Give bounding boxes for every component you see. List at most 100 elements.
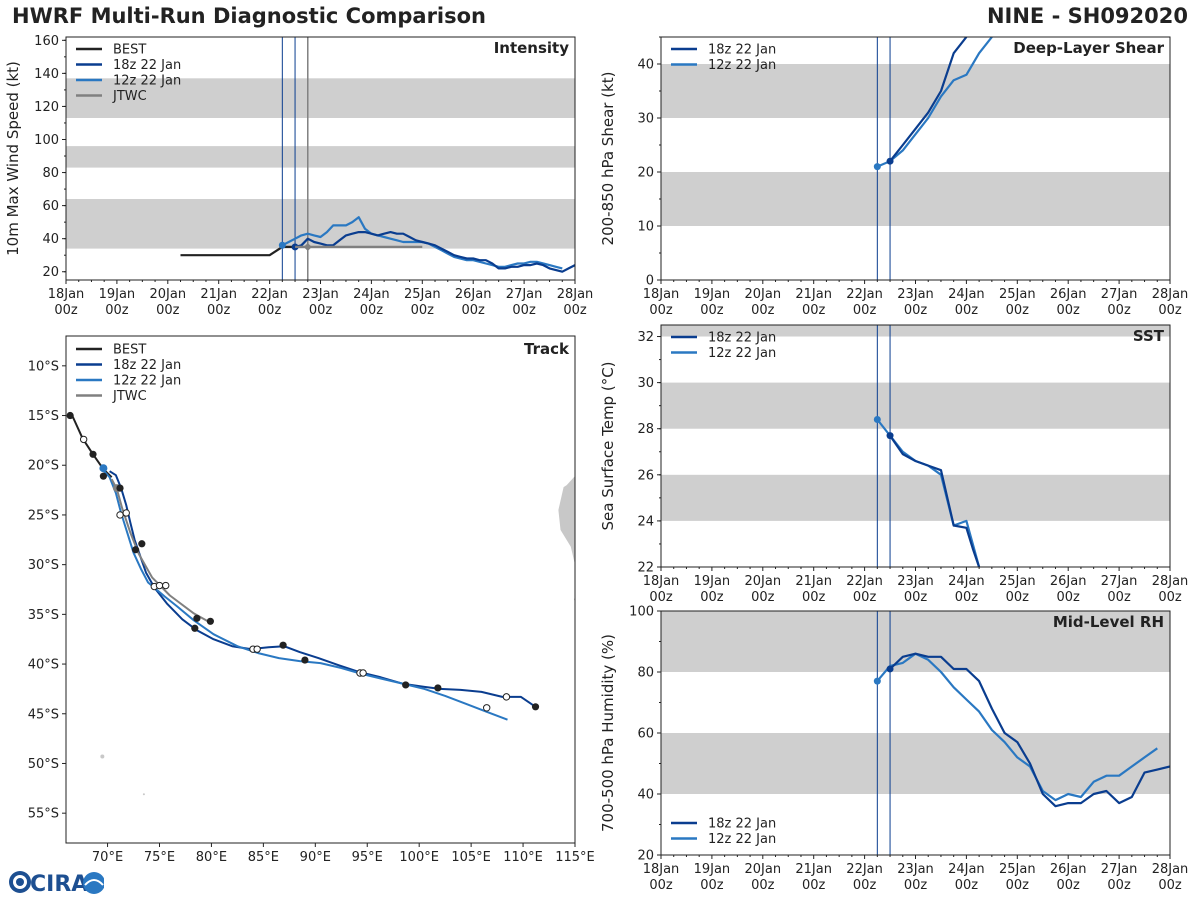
legend-label: 18z 22 Jan (708, 43, 776, 58)
x-tick-label-date: 26Jan (1050, 862, 1087, 877)
x-tick-label-hour: 00z (904, 590, 928, 605)
init-marker-run12 (873, 677, 881, 685)
x-tick-label-date: 26Jan (1050, 287, 1087, 302)
x-tick-label-date: 23Jan (302, 287, 339, 302)
legend-label: 18z 22 Jan (113, 358, 181, 373)
track-init-marker-run12 (99, 464, 108, 473)
x-tick-label-date: 20Jan (745, 574, 782, 589)
jtwc-marker (303, 242, 312, 251)
legend-label: JTWC (112, 89, 147, 104)
y-tick-label: 20 (637, 166, 654, 181)
x-tick-label-date: 26Jan (1050, 574, 1087, 589)
panel-rh: 2040608010018Jan00z19Jan00z20Jan00z21Jan… (599, 605, 1188, 894)
x-tick-label-hour: 00z (853, 878, 877, 893)
series-line-run18 (294, 231, 575, 273)
storm-id: NINE - SH092020 (986, 4, 1188, 28)
shaded-band (661, 325, 1170, 337)
x-tick-label-hour: 00z (1057, 878, 1081, 893)
x-tick-label-hour: 00z (156, 303, 180, 318)
track-marker-filled (66, 411, 74, 420)
y-tick-label: 60 (637, 727, 654, 742)
legend-label: BEST (113, 343, 146, 358)
y-tick-label: 50°S (28, 757, 59, 772)
panel-sst: 22242628303218Jan00z19Jan00z20Jan00z21Ja… (599, 324, 1189, 605)
x-tick-label-date: 18Jan (643, 287, 680, 302)
track-marker-filled (206, 617, 214, 625)
x-tick-label: 80°E (196, 850, 227, 865)
x-tick-label-hour: 00z (700, 878, 724, 893)
page-title: HWRF Multi-Run Diagnostic Comparison (12, 4, 487, 28)
x-tick-label-hour: 00z (207, 303, 231, 318)
x-tick-label-date: 27Jan (1101, 287, 1138, 302)
panel-shear: 01020304018Jan00z19Jan00z20Jan00z21Jan00… (599, 36, 1189, 318)
shaded-band (661, 382, 1170, 429)
x-tick-label-date: 28Jan (1152, 287, 1189, 302)
x-tick-label-date: 21Jan (795, 287, 832, 302)
x-tick-label-date: 19Jan (694, 862, 731, 877)
legend-label: JTWC (112, 389, 147, 404)
x-tick-label-date: 22Jan (846, 287, 883, 302)
x-tick-label-date: 19Jan (694, 287, 731, 302)
x-tick-label-date: 25Jan (404, 287, 441, 302)
init-marker-run18 (886, 665, 894, 673)
x-tick-label-hour: 00z (1107, 878, 1131, 893)
x-tick-label-date: 28Jan (557, 287, 594, 302)
x-tick-label-hour: 00z (649, 878, 673, 893)
cira-logo: CIRA (9, 871, 104, 897)
y-tick-label: 140 (34, 67, 59, 82)
track-marker-filled (116, 484, 124, 492)
x-tick-label-hour: 00z (649, 590, 673, 605)
x-tick-label-date: 28Jan (1152, 574, 1189, 589)
y-tick-label: 45°S (28, 707, 59, 722)
track-marker-open (122, 509, 130, 517)
shaded-band (661, 172, 1170, 226)
legend-label: 12z 22 Jan (113, 74, 181, 89)
track-marker-filled (99, 472, 107, 480)
track-marker-open (502, 693, 511, 701)
init-marker-run18 (886, 157, 894, 165)
shaded-band (661, 474, 1170, 521)
y-tick-label: 80 (637, 666, 654, 681)
x-tick-label-hour: 00z (1158, 303, 1182, 318)
y-tick-label: 20 (637, 849, 654, 864)
init-marker-run12 (873, 163, 881, 171)
x-tick-label-date: 24Jan (948, 862, 985, 877)
track-marker-open (79, 435, 88, 444)
x-tick-label-hour: 00z (649, 303, 673, 318)
x-tick-label-hour: 00z (751, 303, 775, 318)
x-tick-label-date: 20Jan (150, 287, 187, 302)
series-line-run18 (889, 37, 968, 162)
y-tick-label: 60 (42, 199, 59, 214)
track-marker-filled (89, 450, 97, 458)
x-tick-label-date: 19Jan (694, 574, 731, 589)
y-tick-label: 40 (637, 58, 654, 73)
legend-label: 18z 22 Jan (708, 817, 776, 832)
shaded-band (66, 78, 575, 118)
x-tick-label: 105°E (451, 850, 491, 865)
series-line-best (180, 245, 296, 257)
x-tick-label-hour: 00z (1107, 303, 1131, 318)
track-marker-open (162, 581, 170, 590)
y-tick-label: 24 (637, 514, 654, 529)
legend-label: 12z 22 Jan (708, 58, 776, 73)
x-tick-label-hour: 00z (1158, 590, 1182, 605)
series-group (180, 216, 575, 273)
land-heard-island (142, 793, 145, 796)
x-tick-label-hour: 00z (802, 303, 826, 318)
legend-label: 18z 22 Jan (708, 331, 776, 346)
land-australia (558, 475, 575, 602)
x-tick-label-date: 18Jan (643, 574, 680, 589)
legend-label: 12z 22 Jan (708, 832, 776, 847)
x-tick-label-hour: 00z (955, 303, 979, 318)
y-tick-label: 20 (42, 265, 59, 280)
y-tick-label: 40 (637, 788, 654, 803)
x-tick-label: 115°E (555, 850, 595, 865)
legend-label: 18z 22 Jan (113, 58, 181, 73)
y-tick-label: 30 (637, 376, 654, 391)
x-tick-label-hour: 00z (751, 590, 775, 605)
panel-title: Deep-Layer Shear (1013, 39, 1164, 57)
